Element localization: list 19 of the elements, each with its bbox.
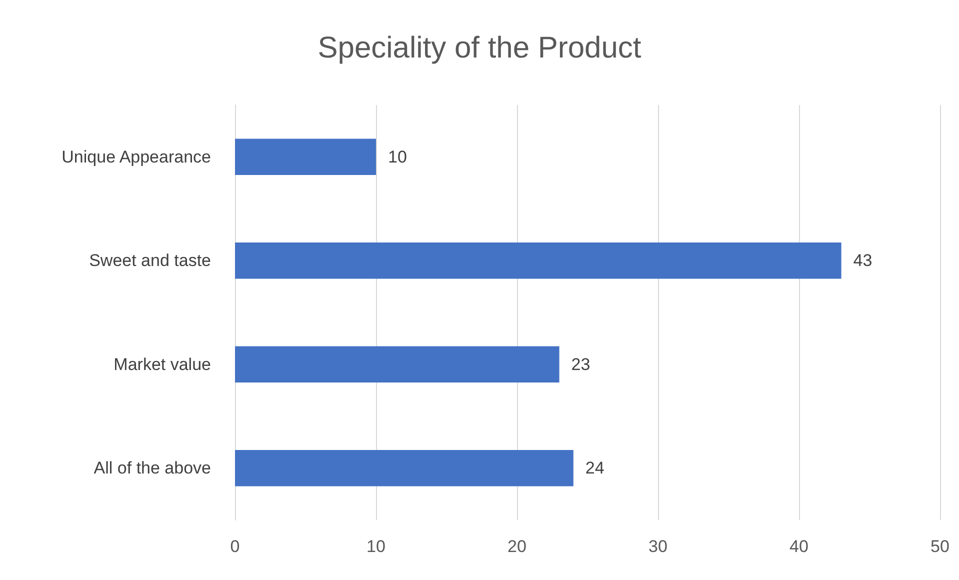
bar (235, 346, 560, 383)
bar (235, 242, 842, 279)
data-label: 43 (853, 251, 872, 270)
y-tick-label: Sweet and taste (89, 251, 211, 270)
data-label: 10 (388, 147, 407, 166)
x-tick-label: 0 (230, 537, 240, 556)
x-tick-label: 50 (930, 537, 950, 556)
y-tick-label: Unique Appearance (62, 147, 211, 166)
chart-title: Speciality of the Product (318, 32, 642, 64)
x-tick-label: 30 (648, 537, 668, 556)
x-tick-label: 20 (508, 537, 526, 556)
y-tick-label: All of the above (94, 458, 211, 478)
data-label: 24 (585, 458, 604, 478)
bar (235, 450, 574, 486)
data-label: 23 (571, 354, 590, 374)
x-tick-label: 40 (790, 537, 808, 556)
bar (235, 138, 376, 176)
y-tick-label: Market value (114, 354, 211, 374)
x-tick-label: 10 (366, 537, 386, 556)
